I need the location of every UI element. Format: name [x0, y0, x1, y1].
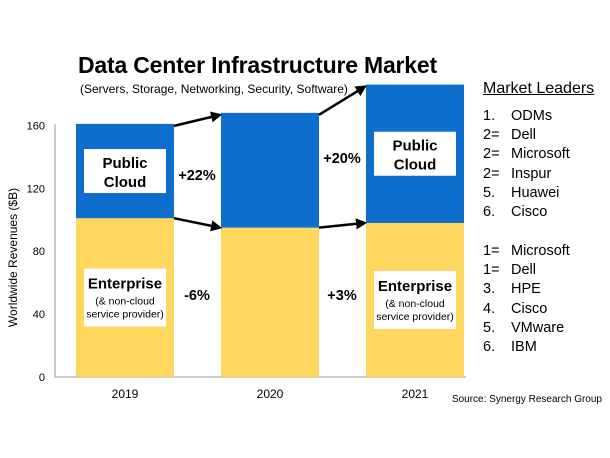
public-cloud-label-box — [374, 131, 456, 176]
leader-item: 6. IBM — [483, 338, 570, 357]
enterprise-sublabel: (& non-cloud — [385, 298, 445, 310]
leader-item: 5. VMware — [483, 319, 570, 338]
leader-rank: 1= — [483, 262, 500, 279]
leader-rank: 5. — [483, 319, 496, 336]
growth-annotation: -6% — [184, 288, 210, 304]
leader-name: Microsoft — [511, 243, 570, 259]
leader-item: 1= Dell — [483, 261, 570, 280]
leader-name: IBM — [511, 338, 537, 355]
y-tick-label: 80 — [33, 246, 45, 258]
leader-rank: 5. — [483, 184, 496, 201]
leader-item: 6. Cisco — [483, 203, 570, 222]
leader-item: 1. ODMs — [483, 107, 570, 126]
enterprise-label-box — [84, 268, 166, 327]
growth-annotation: +3% — [327, 288, 357, 304]
y-tick-label: 160 — [27, 120, 45, 132]
leader-item: 5. Huawei — [483, 184, 570, 203]
enterprise-sublabel: service provider) — [376, 311, 454, 323]
leader-name: Huawei — [511, 184, 560, 201]
public-cloud-label: Cloud — [394, 157, 437, 174]
leader-item: 3. HPE — [483, 280, 570, 299]
growth-arrow — [318, 85, 367, 116]
y-axis-title: Worldwide Revenues ($B) — [6, 188, 20, 327]
growth-annotation: +22% — [178, 168, 216, 184]
public-cloud-label: Public — [102, 155, 147, 172]
leader-name: Cisco — [511, 300, 548, 317]
enterprise-leaders-list: 1= Microsoft 1= Dell 3. HPE 4. Cisco 5. VMwar… — [483, 242, 570, 357]
leader-item: 1= Microsoft — [483, 242, 570, 261]
y-tick-label: 0 — [39, 372, 45, 384]
public-cloud-label: Public — [392, 138, 437, 155]
bar-public-cloud-2020 — [221, 112, 319, 228]
leader-name: VMware — [511, 319, 565, 336]
enterprise-label-box — [374, 270, 456, 329]
growth-arrow — [173, 216, 223, 232]
market-leaders-title: Market Leaders — [483, 80, 595, 97]
leader-item: 2= Inspur — [483, 165, 570, 184]
public-cloud-leaders-list: 1. ODMs 2= Dell 2= Microsoft 2= Inspur 5. Hua… — [483, 107, 570, 222]
leader-rank: 2= — [483, 146, 500, 163]
leader-item: 2= Dell — [483, 126, 570, 145]
public-cloud-label: Cloud — [104, 174, 147, 191]
leader-name: Dell — [511, 262, 536, 279]
x-tick-label: 2019 — [112, 387, 139, 401]
growth-annotation: +20% — [323, 151, 361, 167]
enterprise-label: Enterprise — [88, 276, 162, 293]
x-tick-label: 2020 — [257, 387, 284, 401]
leader-name: Cisco — [511, 203, 548, 220]
leader-rank: 2= — [483, 127, 500, 144]
leader-name: Dell — [511, 127, 536, 144]
leader-name: Inspur — [511, 165, 552, 182]
growth-arrow — [173, 111, 223, 128]
growth-arrow — [318, 218, 368, 230]
x-tick-label: 2021 — [402, 387, 429, 401]
enterprise-label: Enterprise — [378, 278, 452, 295]
chart-title: Data Center Infrastructure Market — [78, 52, 437, 78]
leader-name: HPE — [511, 281, 541, 298]
leader-rank: 4. — [483, 300, 496, 317]
leader-item: 2= Microsoft — [483, 145, 570, 164]
leader-rank: 6. — [483, 338, 496, 355]
leader-rank: 1. — [483, 108, 496, 124]
leader-rank: 3. — [483, 281, 496, 298]
leader-rank: 1= — [483, 243, 500, 259]
bar-enterprise-2020 — [221, 227, 319, 377]
chart-subtitle: (Servers, Storage, Networking, Security,… — [80, 82, 348, 96]
y-tick-label: 40 — [33, 309, 45, 321]
leader-name: Microsoft — [511, 146, 570, 163]
public-cloud-label-box — [84, 149, 166, 194]
source-note: Source: Synergy Research Group — [451, 394, 602, 405]
leader-rank: 2= — [483, 165, 500, 182]
leader-name: ODMs — [511, 108, 553, 124]
y-tick-label: 120 — [27, 183, 45, 195]
enterprise-sublabel: service provider) — [86, 309, 164, 321]
leader-item: 4. Cisco — [483, 300, 570, 319]
leader-rank: 6. — [483, 203, 496, 220]
enterprise-sublabel: (& non-cloud — [95, 296, 155, 308]
